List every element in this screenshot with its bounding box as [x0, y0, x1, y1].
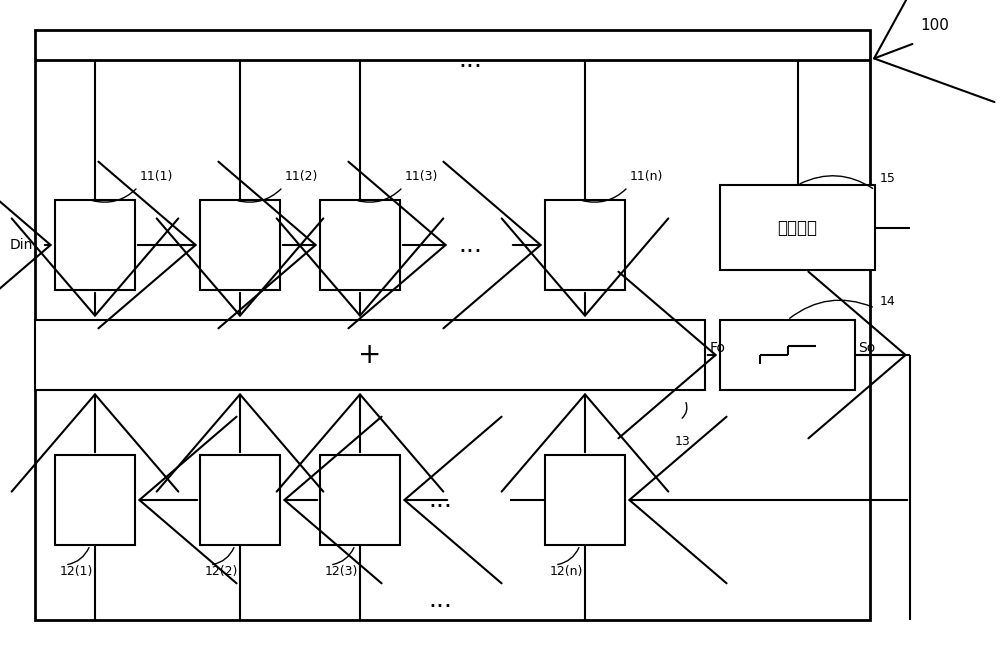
Bar [35, 320, 705, 390]
Bar [200, 455, 280, 545]
Text: 11(2): 11(2) [285, 170, 318, 183]
Text: Din: Din [10, 238, 33, 252]
Text: ...: ... [458, 233, 482, 257]
Text: ...: ... [458, 48, 482, 72]
Text: 12(3): 12(3) [325, 565, 358, 578]
Text: 12(1): 12(1) [60, 565, 93, 578]
Text: ...: ... [428, 488, 452, 512]
Text: 100: 100 [920, 18, 949, 33]
Text: ...: ... [428, 588, 452, 612]
Text: 12(2): 12(2) [205, 565, 238, 578]
Text: 11(1): 11(1) [140, 170, 173, 183]
Bar [720, 320, 855, 390]
Text: 12(n): 12(n) [550, 565, 583, 578]
Text: 13: 13 [675, 435, 691, 448]
Bar [545, 455, 625, 545]
Text: 控制电路: 控制电路 [778, 219, 818, 236]
Text: 11(n): 11(n) [630, 170, 663, 183]
Text: Fo: Fo [710, 341, 726, 355]
Bar [200, 200, 280, 290]
Bar [320, 200, 400, 290]
Text: So: So [858, 341, 875, 355]
Bar [720, 185, 875, 270]
Text: 14: 14 [880, 295, 896, 308]
Bar [320, 455, 400, 545]
Text: 15: 15 [880, 172, 896, 185]
Bar [55, 455, 135, 545]
Bar [35, 30, 870, 620]
Text: 11(3): 11(3) [405, 170, 438, 183]
Bar [545, 200, 625, 290]
Bar [55, 200, 135, 290]
Text: +: + [358, 341, 382, 369]
